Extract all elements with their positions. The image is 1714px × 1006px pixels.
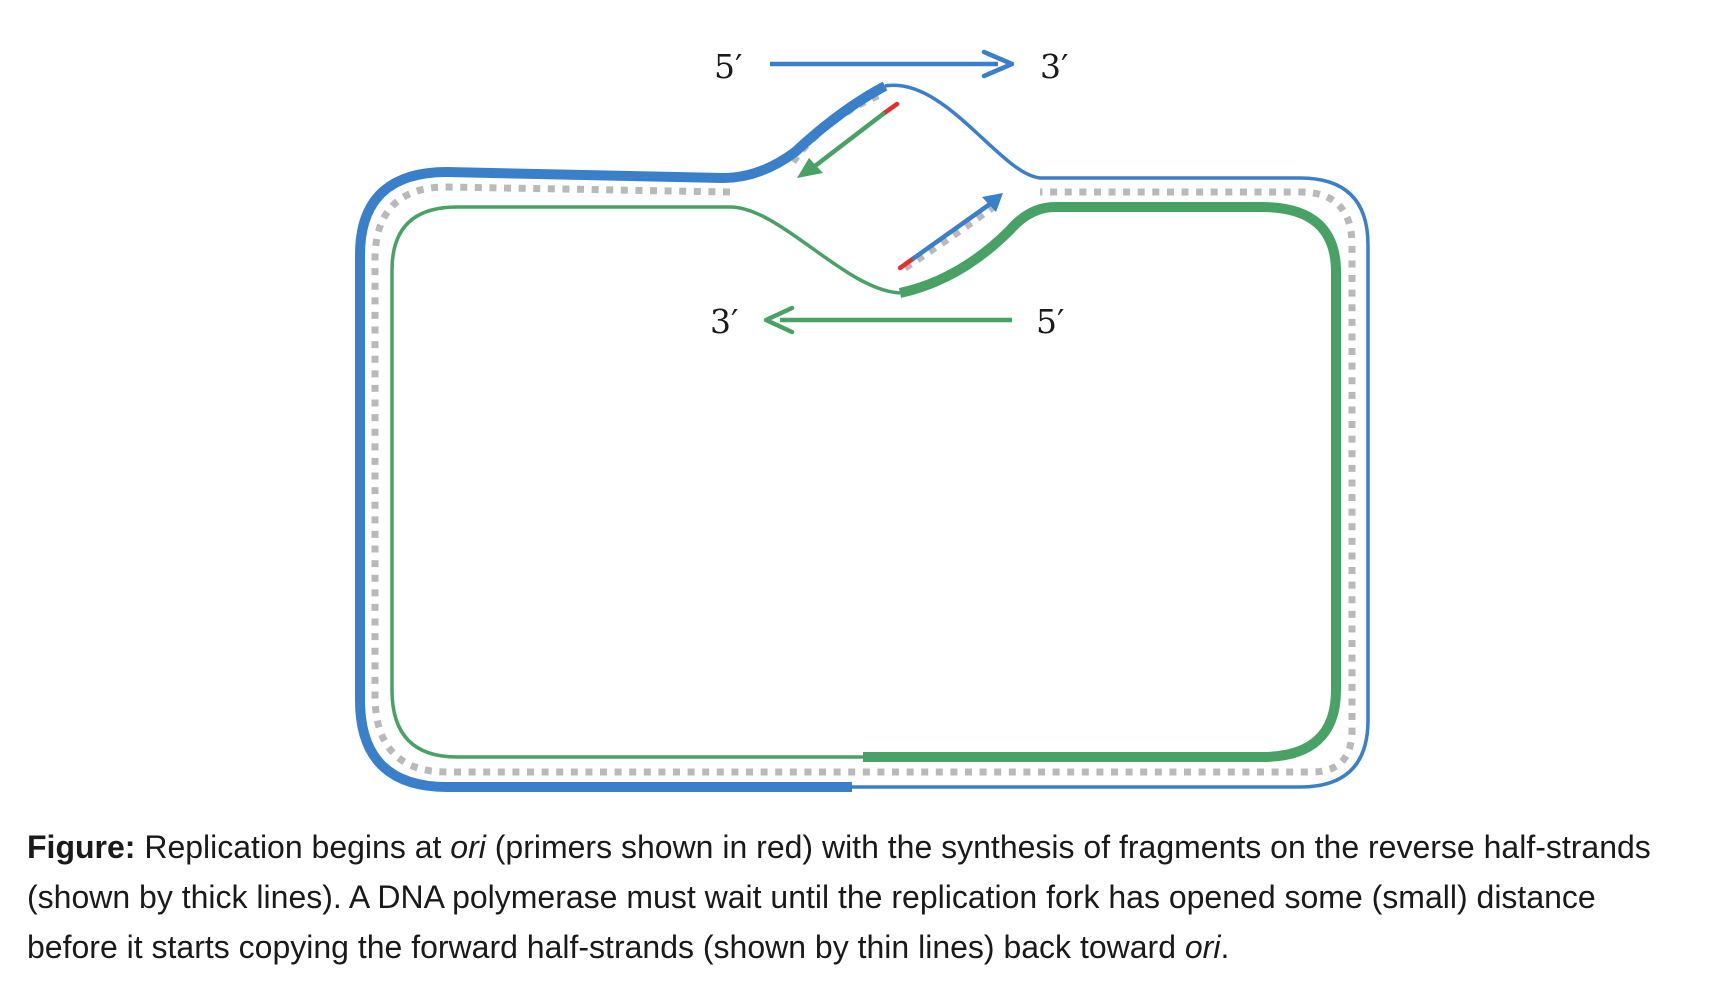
caption-ori-2: ori (1184, 929, 1221, 965)
new-fragment-bottom-arrowhead (982, 193, 1003, 212)
figure-caption: Figure: Replication begins at ori (prime… (27, 822, 1687, 972)
caption-text-1: Replication begins at (135, 829, 451, 865)
base-pair-rungs-main (371, 183, 1356, 776)
top-direction-arrow-head (981, 49, 1015, 79)
green-strand-thick (863, 202, 1341, 762)
label-top-left-5prime: 5′ (714, 47, 743, 86)
label-bottom-right-5prime: 5′ (1036, 302, 1065, 341)
new-fragment-top (812, 111, 886, 169)
primer-bottom (897, 255, 917, 271)
label-top-right-3prime: 3′ (1040, 47, 1069, 86)
replication-diagram: 5′ 3′ 3′ 5′ (355, 47, 1370, 792)
primer-top (880, 101, 900, 117)
label-bottom-left-3prime: 3′ (710, 302, 739, 341)
caption-text-3: . (1220, 929, 1230, 965)
bottom-direction-arrow-head (763, 305, 795, 335)
caption-label: Figure: (27, 829, 136, 865)
base-pair-rungs-fork-bottom (903, 199, 1003, 271)
blue-strand-thin (852, 83, 1370, 789)
caption-text-2: (primers shown in red) with the synthesi… (27, 829, 1651, 965)
caption-ori-1: ori (450, 829, 486, 865)
green-strand-thin (390, 205, 901, 759)
new-fragment-bottom (911, 201, 993, 261)
blue-strand-thick (355, 81, 888, 792)
new-fragment-top-arrowhead (797, 158, 823, 178)
base-pair-rungs (371, 91, 1356, 776)
